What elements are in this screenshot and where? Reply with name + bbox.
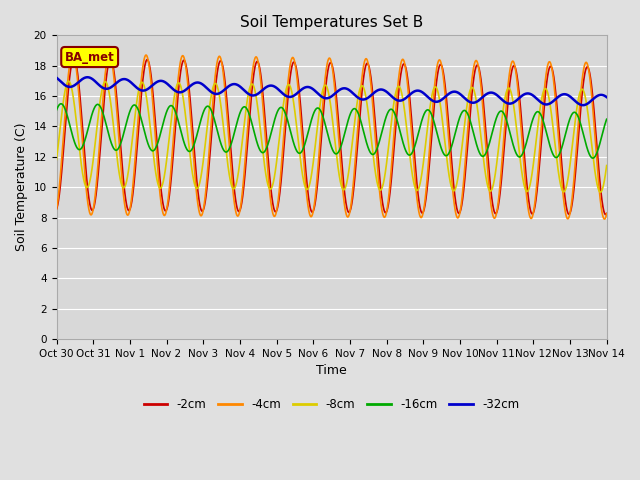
Legend: -2cm, -4cm, -8cm, -16cm, -32cm: -2cm, -4cm, -8cm, -16cm, -32cm bbox=[139, 394, 524, 416]
Y-axis label: Soil Temperature (C): Soil Temperature (C) bbox=[15, 123, 28, 252]
Text: BA_met: BA_met bbox=[65, 50, 115, 63]
X-axis label: Time: Time bbox=[316, 364, 347, 377]
Title: Soil Temperatures Set B: Soil Temperatures Set B bbox=[240, 15, 423, 30]
